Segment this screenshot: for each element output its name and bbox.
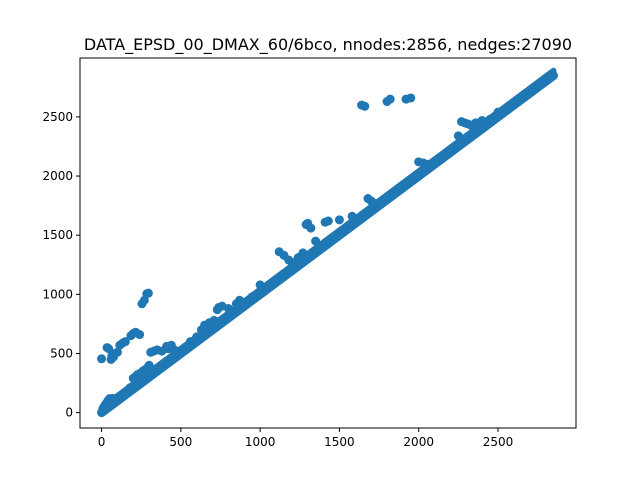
data-point-69 xyxy=(298,248,308,258)
x-tick-label-0: 0 xyxy=(98,435,106,449)
plot-frame xyxy=(79,57,577,429)
data-point-75 xyxy=(323,216,333,226)
data-point-90 xyxy=(453,131,463,141)
x-axis: 0 500 1000 1500 2000 2500 xyxy=(98,428,514,449)
data-point-97 xyxy=(485,114,495,124)
y-axis: 0 500 1000 1500 2000 2500 xyxy=(42,110,80,420)
x-tick-label-3: 1500 xyxy=(324,435,355,449)
data-point-49 xyxy=(192,332,202,342)
data-point-67 xyxy=(287,257,297,267)
data-point-21 xyxy=(97,354,107,364)
data-point-62 xyxy=(255,280,265,290)
y-tick-label-4: 2000 xyxy=(42,169,73,183)
data-points xyxy=(97,93,503,416)
data-point-73 xyxy=(311,236,321,246)
data-point-76 xyxy=(334,215,344,225)
data-point-84 xyxy=(385,94,395,104)
data-point-79 xyxy=(360,101,370,111)
data-point-28 xyxy=(112,347,122,357)
data-point-48 xyxy=(185,337,195,347)
data-point-82 xyxy=(369,198,379,208)
data-point-60 xyxy=(239,298,249,308)
diagonal-line xyxy=(97,71,558,418)
data-point-89 xyxy=(423,159,433,169)
data-point-31 xyxy=(120,337,130,347)
data-point-47 xyxy=(170,345,180,355)
x-tick-label-4: 2000 xyxy=(403,435,434,449)
data-point-98 xyxy=(493,107,503,117)
chart-title: DATA_EPSD_00_DMAX_60/6bco, nnodes:2856, … xyxy=(84,35,572,55)
x-tick-label-2: 1000 xyxy=(245,435,276,449)
y-tick-label-2: 1000 xyxy=(42,287,73,301)
y-tick-label-0: 0 xyxy=(65,406,73,420)
y-tick-label-3: 1500 xyxy=(42,228,73,242)
data-point-20 xyxy=(144,360,154,370)
data-point-12 xyxy=(125,383,135,393)
data-point-86 xyxy=(406,93,416,103)
data-point-77 xyxy=(347,211,357,221)
y-tick-label-1: 500 xyxy=(50,346,73,360)
data-point-23 xyxy=(104,344,114,354)
data-point-72 xyxy=(306,223,316,233)
data-point-61 xyxy=(247,292,257,302)
x-tick-label-1: 500 xyxy=(169,435,192,449)
data-point-39 xyxy=(143,288,153,298)
data-point-63 xyxy=(271,275,281,285)
data-point-35 xyxy=(135,330,145,340)
data-point-57 xyxy=(223,304,233,314)
y-tick-label-5: 2500 xyxy=(42,110,73,124)
x-tick-label-5: 2500 xyxy=(483,435,514,449)
data-point-53 xyxy=(209,315,219,325)
data-point-96 xyxy=(477,115,487,125)
